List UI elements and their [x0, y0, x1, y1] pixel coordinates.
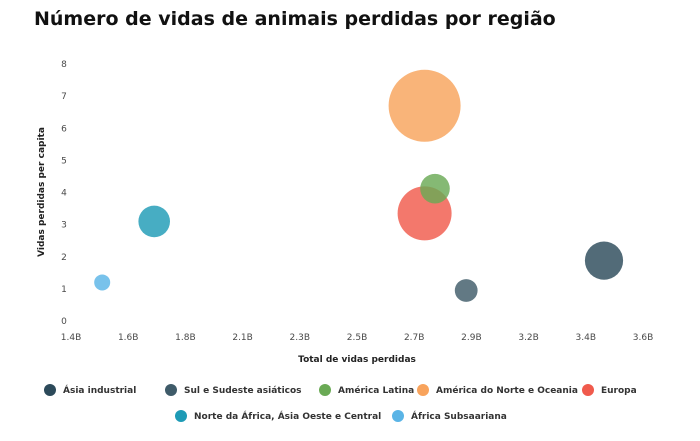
- bubble-point[interactable]: [388, 69, 461, 142]
- legend-label: América do Norte e Oceania: [436, 385, 578, 396]
- x-tick-label: 3.2B: [518, 333, 539, 343]
- legend-label: Norte da África, Ásia Oeste e Central: [194, 410, 381, 422]
- x-tick-label: 3.4B: [576, 333, 597, 343]
- legend-label: Europa: [601, 386, 637, 396]
- y-tick-label: 7: [61, 92, 67, 102]
- y-axis-label: Vidas perdidas per capita: [37, 127, 47, 257]
- legend-item[interactable]: África Subsaariana: [392, 410, 507, 422]
- legend-marker: [44, 384, 56, 396]
- x-axis-ticks: 1.4B 1.6B 1.8B 2.1B 2.3B 2.5B 2.7B 2.9B 3.2B 3.4B…: [61, 333, 654, 343]
- legend-marker: [165, 384, 177, 396]
- x-tick-label: 2.7B: [404, 333, 425, 343]
- x-tick-label: 1.6B: [118, 333, 139, 343]
- x-tick-label: 3.6B: [633, 333, 654, 343]
- legend-item[interactable]: Sul e Sudeste asiáticos: [165, 384, 302, 396]
- y-tick-label: 5: [61, 156, 67, 166]
- x-tick-label: 2.3B: [290, 333, 311, 343]
- bubble-point[interactable]: [584, 241, 624, 280]
- legend-marker: [392, 410, 404, 422]
- bubble-point[interactable]: [138, 205, 170, 238]
- legend-item[interactable]: Europa: [582, 384, 637, 396]
- legend-item[interactable]: América do Norte e Oceania: [417, 384, 578, 396]
- x-tick-label: 2.9B: [461, 333, 482, 343]
- legend-item[interactable]: Ásia industrial: [44, 384, 136, 396]
- y-tick-label: 2: [61, 253, 67, 263]
- legend-marker: [319, 384, 331, 396]
- legend-label: América Latina: [338, 385, 414, 396]
- y-tick-label: 3: [61, 221, 67, 231]
- legend-item[interactable]: Norte da África, Ásia Oeste e Central: [175, 410, 381, 422]
- y-tick-label: 1: [61, 285, 67, 295]
- x-tick-label: 2.1B: [232, 333, 253, 343]
- legend: Ásia industrial Sul e Sudeste asiáticos Am…: [44, 384, 637, 422]
- y-tick-label: 4: [61, 189, 67, 199]
- y-tick-label: 0: [61, 317, 67, 327]
- y-tick-label: 6: [61, 124, 67, 134]
- chart-title: Número de vidas de animais perdidas por …: [34, 8, 556, 30]
- legend-label: Sul e Sudeste asiáticos: [184, 386, 302, 396]
- legend-marker: [582, 384, 594, 396]
- legend-label: África Subsaariana: [411, 410, 507, 422]
- y-tick-label: 8: [61, 60, 67, 70]
- legend-label: Ásia industrial: [63, 384, 136, 396]
- x-axis-label: Total de vidas perdidas: [298, 355, 416, 365]
- y-axis-ticks: 0 1 2 3 4 5 6 7 8: [61, 60, 67, 327]
- x-tick-label: 1.8B: [175, 333, 196, 343]
- x-tick-label: 1.4B: [61, 333, 82, 343]
- bubble-point[interactable]: [454, 279, 478, 302]
- legend-item[interactable]: América Latina: [319, 384, 414, 396]
- bubble-point[interactable]: [94, 274, 111, 291]
- bubble-point[interactable]: [420, 173, 450, 204]
- bubble-layer: [94, 69, 624, 302]
- x-tick-label: 2.5B: [347, 333, 368, 343]
- legend-marker: [175, 410, 187, 422]
- legend-marker: [417, 384, 429, 396]
